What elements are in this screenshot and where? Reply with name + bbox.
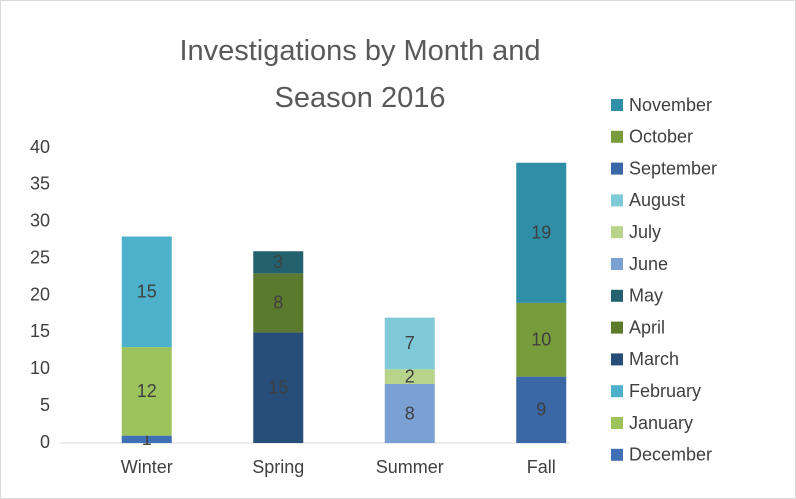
x-tick-label: Fall	[527, 457, 556, 477]
y-tick-label: 20	[30, 284, 50, 304]
data-label: 19	[531, 223, 551, 243]
bar-segment	[253, 332, 304, 443]
y-tick-label: 10	[30, 358, 50, 378]
bar-segment	[384, 317, 435, 370]
legend-swatch	[611, 99, 623, 111]
legend-swatch	[611, 226, 623, 239]
data-label: 7	[405, 333, 415, 353]
y-tick-label: 40	[30, 137, 50, 157]
bar-segment	[121, 435, 172, 443]
data-label: 15	[137, 282, 157, 302]
legend-swatch	[611, 417, 623, 429]
bar-segment	[253, 251, 304, 274]
data-label: 2	[405, 366, 415, 386]
bar-segment	[516, 376, 567, 443]
legend-swatch	[611, 448, 623, 461]
y-tick-label: 15	[30, 321, 50, 341]
legend-swatch	[611, 385, 623, 398]
legend-label: February	[629, 381, 701, 401]
bar-segment	[384, 384, 435, 443]
bar-segment	[121, 347, 172, 436]
legend-label: November	[629, 95, 712, 115]
y-tick-label: 30	[30, 211, 50, 231]
legend-label: September	[629, 158, 717, 178]
x-tick-label: Spring	[252, 457, 304, 477]
chart-title: Investigations by Month and Season 2016	[179, 35, 541, 114]
legend-label: April	[629, 317, 665, 337]
x-tick-label: Summer	[376, 457, 444, 477]
legend-label: October	[629, 127, 693, 147]
y-tick-label: 0	[40, 432, 50, 452]
legend-swatch	[611, 194, 623, 207]
legend-label: January	[629, 413, 693, 433]
legend-label: June	[629, 254, 668, 274]
legend-label: March	[629, 349, 679, 369]
data-label: 12	[137, 381, 157, 401]
data-label: 8	[405, 403, 415, 423]
bar-segment	[516, 302, 567, 377]
y-tick-label: 25	[30, 247, 50, 267]
legend-swatch	[611, 321, 623, 334]
legend-label: July	[629, 222, 661, 242]
data-label: 15	[268, 377, 288, 397]
legend-swatch	[611, 162, 623, 175]
bar-segment	[121, 236, 172, 348]
bar-segment	[516, 162, 567, 303]
legend-label: August	[629, 190, 685, 210]
data-label: 8	[273, 293, 283, 313]
legend-swatch	[611, 289, 623, 302]
legend-swatch	[611, 130, 623, 143]
x-tick-label: Winter	[121, 457, 173, 477]
bar-segment	[253, 273, 304, 333]
data-label: 10	[531, 330, 551, 350]
y-tick-label: 5	[40, 395, 50, 415]
legend-label: December	[629, 445, 712, 465]
legend-swatch	[611, 353, 623, 366]
data-label: 3	[273, 252, 283, 272]
bar-segment	[384, 369, 435, 384]
data-label: 1	[142, 429, 152, 449]
legend-swatch	[611, 258, 623, 270]
data-label: 9	[536, 400, 546, 420]
legend-label: May	[629, 286, 663, 306]
y-tick-label: 35	[30, 174, 50, 194]
